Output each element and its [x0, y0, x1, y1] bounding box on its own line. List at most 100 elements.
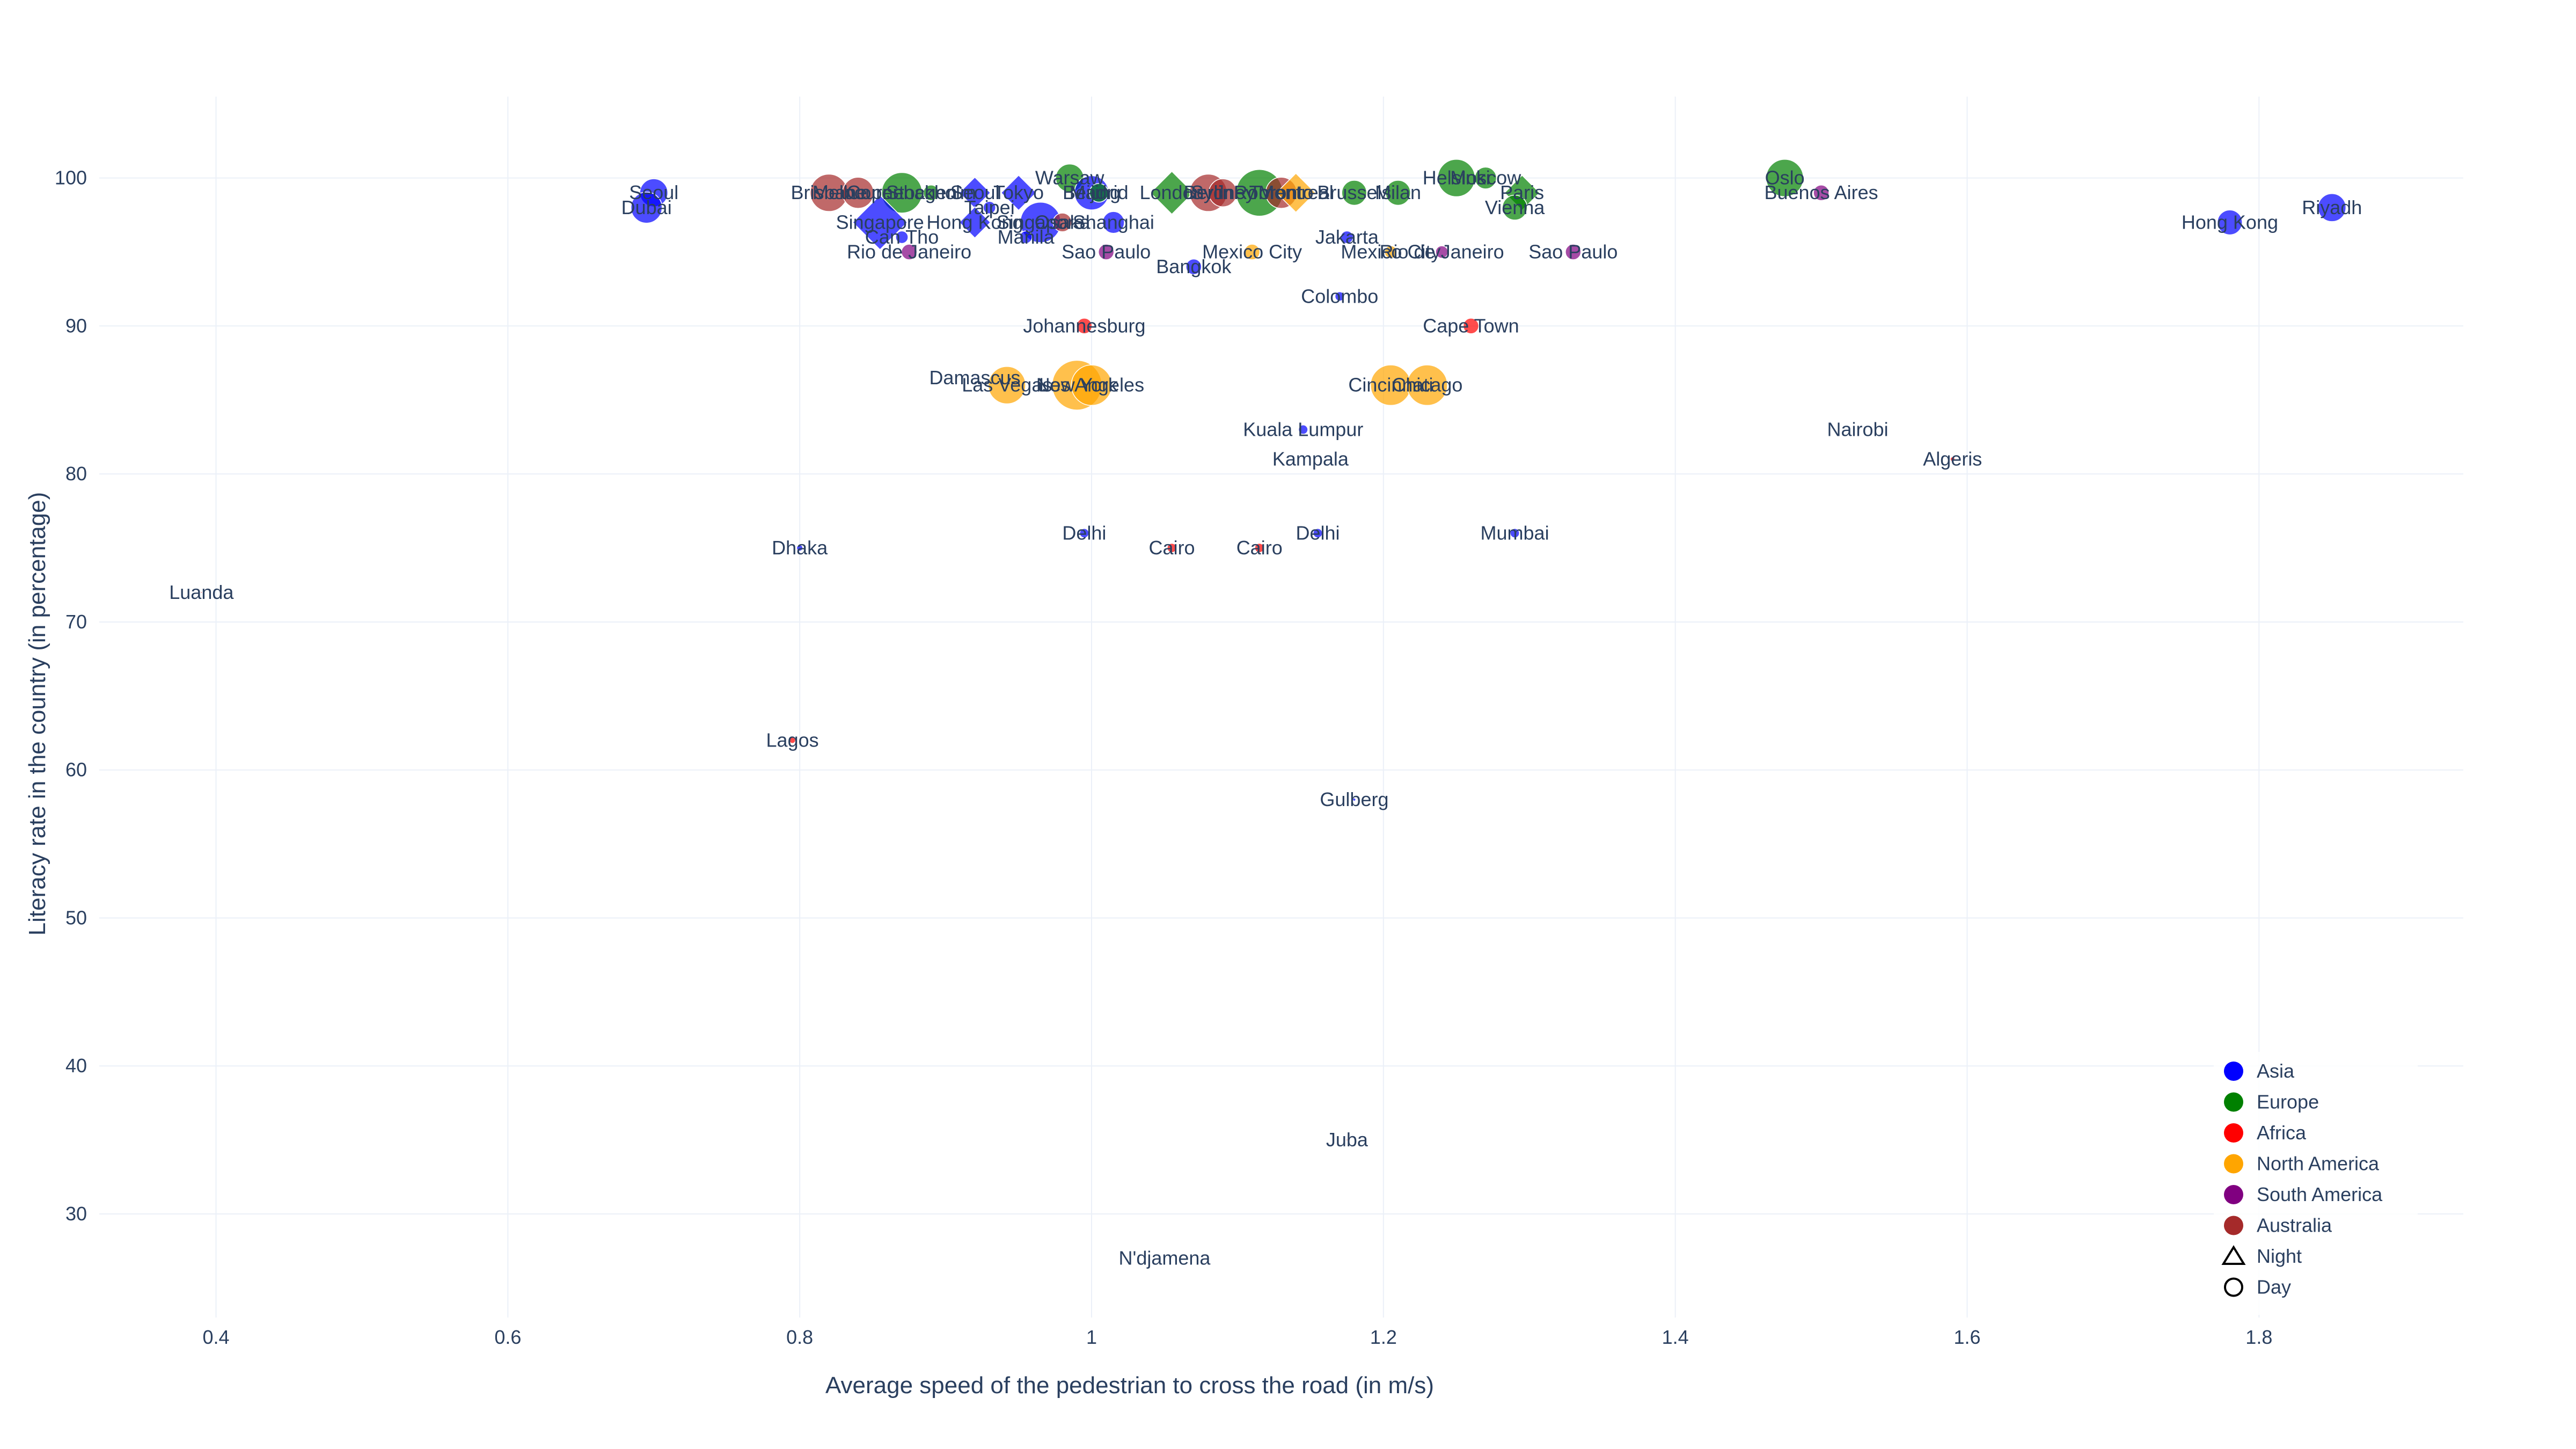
data-point — [1089, 183, 1109, 203]
point-label: Seoul — [629, 181, 678, 203]
point-label: Singapore — [836, 211, 924, 233]
x-tick-label: 0.4 — [203, 1326, 230, 1348]
y-axis-ticks: 30 40 50 60 70 80 90 100 — [55, 167, 87, 1225]
legend-marker — [2221, 1245, 2246, 1265]
data-point — [895, 230, 909, 244]
data-point — [1766, 159, 1804, 197]
point-label: Vienna — [1485, 196, 1545, 218]
y-tick-label: 40 — [65, 1055, 87, 1077]
point-label: Cincinnati — [1348, 374, 1433, 396]
data-point — [1150, 171, 1194, 215]
point-label: Berlin — [1184, 181, 1233, 203]
data-point — [1950, 456, 1956, 462]
data-point — [983, 201, 997, 215]
point-label: Brussels — [1317, 181, 1391, 203]
legend-marker — [2224, 1277, 2243, 1297]
data-point — [1102, 211, 1125, 234]
data-point — [1385, 180, 1411, 206]
y-axis-title: Literacy rate in the country (in percent… — [24, 492, 50, 936]
y-tick-label: 100 — [55, 167, 87, 189]
y-tick-label: 70 — [65, 611, 87, 633]
data-point — [1462, 318, 1480, 334]
data-point — [1243, 244, 1261, 260]
data-point — [1254, 543, 1265, 553]
point-label: Tokyo — [993, 181, 1044, 203]
point-label: Beijing — [1063, 181, 1121, 203]
data-point — [1341, 180, 1367, 206]
point-label: Algeris — [1923, 448, 1982, 470]
point-label: Stockholm — [886, 181, 976, 203]
point-label: Seoul — [950, 181, 999, 203]
point-label: Dubai — [621, 196, 672, 218]
point-label: Rome — [1234, 181, 1285, 203]
data-point — [923, 184, 940, 201]
point-label: Nairobi — [1827, 418, 1889, 440]
point-label: Milan — [1375, 181, 1421, 203]
data-point — [1000, 174, 1037, 211]
data-point — [1352, 797, 1357, 802]
point-label: Osaka — [1035, 211, 1091, 233]
point-label: Toronto — [1249, 181, 1313, 203]
data-point — [842, 177, 874, 209]
data-point — [789, 736, 796, 744]
point-label: Montreal — [1258, 181, 1334, 203]
legend-marker — [2224, 1185, 2243, 1204]
legend-label: Asia — [2257, 1060, 2295, 1082]
data-point — [1052, 213, 1072, 232]
legend: Asia Europe Africa North America South Ameri… — [2214, 1052, 2418, 1315]
data-point — [200, 591, 203, 594]
data-point — [974, 376, 976, 379]
point-label: Johannesburg — [1023, 314, 1145, 336]
point-label: New York — [1036, 374, 1118, 396]
legend-marker — [2224, 1062, 2243, 1081]
point-label: Colombo — [1301, 285, 1378, 307]
data-point — [852, 194, 908, 251]
data-point — [1334, 291, 1345, 302]
point-label: Brisbane — [791, 181, 867, 203]
data-point — [958, 206, 991, 239]
data-point — [2216, 209, 2243, 236]
y-tick-label: 50 — [65, 906, 87, 928]
point-label: Mexico City — [1202, 241, 1302, 263]
point-label: Bangkok — [1156, 255, 1232, 277]
data-point — [1309, 458, 1312, 460]
data-point — [1276, 172, 1316, 213]
point-label: Gulberg — [1320, 788, 1388, 810]
point-label: Manila — [998, 226, 1055, 248]
point-label: Paris — [1500, 181, 1544, 203]
point-label: Chicago — [1392, 374, 1462, 396]
x-axis-title: Average speed of the pedestrian to cross… — [825, 1372, 1434, 1399]
data-point — [796, 544, 803, 552]
legend-label: Day — [2257, 1276, 2291, 1298]
point-label: Mumbai — [1481, 522, 1549, 544]
data-point — [1340, 230, 1354, 244]
point-label: Copenhagen — [846, 181, 957, 203]
point-label: Warsaw — [1035, 167, 1105, 189]
x-tick-label: 0.8 — [786, 1326, 813, 1348]
data-point — [1502, 194, 1528, 221]
point-label: Juba — [1326, 1129, 1368, 1151]
data-point — [1167, 543, 1177, 553]
data-point — [1384, 245, 1397, 259]
x-tick-label: 0.6 — [494, 1326, 521, 1348]
x-axis-ticks: 0.4 0.6 0.8 1 1.2 1.4 1.6 1.8 — [203, 1326, 2273, 1348]
point-label: Hong Kong — [926, 211, 1023, 233]
grid — [99, 97, 2463, 1318]
legend-marker — [2224, 1154, 2243, 1174]
data-point — [1435, 245, 1448, 259]
point-label: Sydney — [1191, 181, 1255, 203]
data-point — [1163, 1257, 1166, 1260]
point-label: Sao Paulo — [1528, 241, 1618, 263]
x-tick-label: 1.6 — [1953, 1326, 1980, 1348]
point-label: Los Angeles — [1039, 374, 1144, 396]
point-label: Madrid — [1070, 181, 1129, 203]
point-labels: SeoulDubaiBrisbaneMelbourneCopenhagenSto… — [169, 167, 2362, 1269]
point-label: Rio de Janeiro — [1380, 241, 1504, 263]
y-tick-label: 60 — [65, 759, 87, 781]
x-tick-label: 1.2 — [1370, 1326, 1397, 1348]
point-label: Oslo — [1765, 167, 1805, 189]
point-label: Delhi — [1296, 522, 1340, 544]
point-label: N'djamena — [1118, 1247, 1211, 1269]
